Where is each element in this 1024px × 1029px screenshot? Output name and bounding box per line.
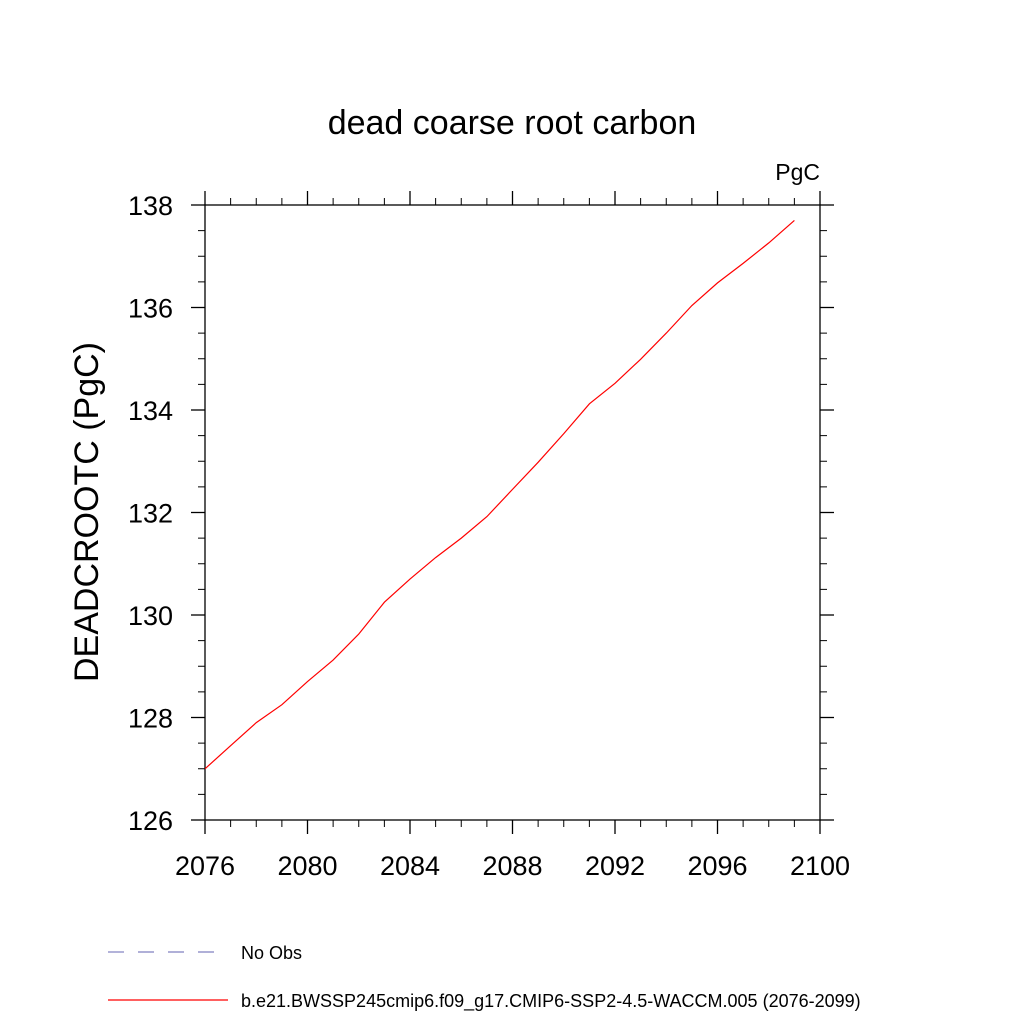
y-tick-label: 126 [128, 806, 173, 836]
y-tick-label: 136 [128, 294, 173, 324]
plot-frame [204, 204, 821, 821]
y-tick-label: 132 [128, 499, 173, 529]
y-tick-label: 130 [128, 601, 173, 631]
x-tick-label: 2092 [585, 851, 645, 881]
x-tick-label: 2088 [482, 851, 542, 881]
series-group [204, 219, 795, 770]
y-tick-label: 138 [128, 191, 173, 221]
y-tick-label: 134 [128, 396, 173, 426]
legend: No Obs b.e21.BWSSP245cmip6.f09_g17.CMIP6-… [108, 943, 861, 1012]
legend-label: No Obs [241, 943, 302, 963]
x-axis: 2076 2080 2084 2088 2092 2096 2100 [175, 191, 850, 881]
x-tick-label: 2080 [277, 851, 337, 881]
legend-label: b.e21.BWSSP245cmip6.f09_g17.CMIP6-SSP2-4… [241, 991, 861, 1012]
x-tick-label: 2100 [790, 851, 850, 881]
series-line [204, 219, 795, 770]
x-tick-label: 2096 [687, 851, 747, 881]
chart-title: dead coarse root carbon [328, 104, 697, 142]
y-axis-label: DEADCROOTC (PgC) [68, 342, 106, 682]
x-tick-label: 2076 [175, 851, 235, 881]
units-label: PgC [775, 159, 820, 185]
y-tick-label: 128 [128, 704, 173, 734]
x-tick-label: 2084 [380, 851, 440, 881]
y-axis: 126 128 130 132 134 136 138 [128, 191, 834, 836]
